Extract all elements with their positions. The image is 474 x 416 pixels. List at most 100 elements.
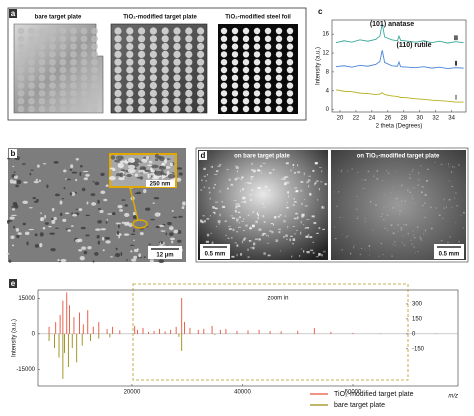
spot <box>161 97 169 105</box>
grain <box>386 214 389 216</box>
grain <box>158 156 165 162</box>
grain <box>266 234 268 237</box>
grain <box>356 218 359 220</box>
grain <box>154 158 159 162</box>
spot <box>49 35 56 43</box>
grain <box>66 178 71 181</box>
grain <box>126 173 132 178</box>
grain <box>262 232 266 235</box>
grain <box>24 231 30 236</box>
series-line <box>335 89 464 103</box>
grain <box>243 237 247 240</box>
grain <box>225 234 227 236</box>
grain <box>308 175 311 178</box>
y-tick-label: -15000 <box>16 367 35 373</box>
spot <box>185 82 193 90</box>
grain <box>144 169 152 173</box>
grain <box>124 204 129 207</box>
grain <box>368 245 371 247</box>
grain <box>447 241 449 243</box>
grain <box>443 198 445 201</box>
grain <box>239 216 241 219</box>
grain <box>132 215 138 220</box>
grain <box>251 169 254 171</box>
spot <box>173 82 181 90</box>
grain <box>440 163 443 165</box>
spot <box>17 74 25 82</box>
grain <box>119 209 124 212</box>
spot <box>253 66 261 74</box>
grain <box>454 197 456 199</box>
grain <box>423 202 426 204</box>
grain <box>12 202 18 204</box>
spot <box>197 82 205 90</box>
grain <box>92 180 95 183</box>
spot <box>114 27 122 35</box>
grain <box>309 236 313 239</box>
grain <box>462 227 464 229</box>
spot <box>49 82 56 89</box>
spot <box>70 74 77 82</box>
spot <box>126 82 134 90</box>
grain <box>286 205 288 207</box>
spot <box>286 74 294 82</box>
grain <box>96 234 100 239</box>
spot <box>173 66 181 74</box>
grain <box>206 233 210 237</box>
spot <box>91 82 98 89</box>
spot <box>28 97 35 105</box>
x-tick-label: 26 <box>384 116 391 122</box>
grain <box>369 254 370 257</box>
grain <box>138 253 141 258</box>
grain <box>409 173 411 175</box>
grain <box>409 191 411 194</box>
grain <box>253 242 256 246</box>
grain <box>42 163 47 165</box>
grain <box>205 180 207 182</box>
grain <box>438 214 441 216</box>
grain <box>12 165 15 168</box>
grain <box>390 192 392 194</box>
spot <box>49 105 56 113</box>
grain <box>347 170 349 172</box>
grain <box>407 189 409 191</box>
grain <box>380 215 383 217</box>
grain <box>130 250 133 253</box>
spot <box>185 27 193 35</box>
grain <box>173 229 179 234</box>
grain <box>391 255 393 257</box>
grain <box>295 230 298 231</box>
spot <box>138 43 146 51</box>
sem-image <box>331 150 466 260</box>
grain <box>392 243 395 245</box>
grain <box>243 238 245 241</box>
grain <box>314 182 316 186</box>
grain <box>258 228 262 231</box>
grain <box>304 205 308 207</box>
spot <box>275 59 283 66</box>
spot <box>149 43 157 51</box>
grain <box>9 179 14 184</box>
grain <box>149 169 155 173</box>
spot <box>114 105 122 113</box>
spot <box>126 74 134 82</box>
grain <box>247 256 250 259</box>
spot <box>149 74 157 82</box>
grain <box>39 232 44 237</box>
grain <box>237 211 241 213</box>
grain <box>60 258 67 263</box>
spot <box>138 89 146 97</box>
spot <box>138 66 146 74</box>
spot <box>253 27 261 35</box>
grain <box>434 162 436 163</box>
grain <box>92 260 95 263</box>
grain <box>245 182 247 184</box>
grain <box>286 238 288 240</box>
spot <box>114 35 122 43</box>
grain <box>202 215 205 217</box>
grain <box>419 165 422 167</box>
grain <box>97 199 100 204</box>
spot <box>231 105 239 113</box>
spot <box>161 50 169 59</box>
grain <box>117 162 125 169</box>
